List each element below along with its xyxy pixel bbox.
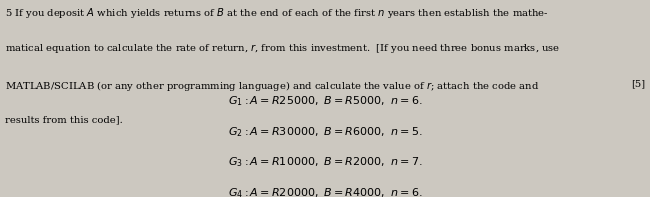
Text: matical equation to calculate the rate of return, $r$, from this investment.  [I: matical equation to calculate the rate o… [5,42,560,55]
Text: results from this code].: results from this code]. [5,115,123,124]
Text: $G_4 : A = R20000,\ B = R4000,\ n = 6.$: $G_4 : A = R20000,\ B = R4000,\ n = 6.$ [227,186,422,197]
Text: MATLAB/SCILAB (or any other programming language) and calculate the value of $r$: MATLAB/SCILAB (or any other programming … [5,79,540,93]
Text: $G_2 : A = R30000,\ B = R6000,\ n = 5.$: $G_2 : A = R30000,\ B = R6000,\ n = 5.$ [227,125,422,139]
Text: $G_3 : A = R10000,\ B = R2000,\ n = 7.$: $G_3 : A = R10000,\ B = R2000,\ n = 7.$ [227,156,422,169]
Text: $G_1 : A = R25000,\ B = R5000,\ n = 6.$: $G_1 : A = R25000,\ B = R5000,\ n = 6.$ [227,95,422,108]
Text: [5]: [5] [630,79,645,88]
Text: 5 If you deposit $A$ which yields returns of $B$ at the end of each of the first: 5 If you deposit $A$ which yields return… [5,6,549,20]
